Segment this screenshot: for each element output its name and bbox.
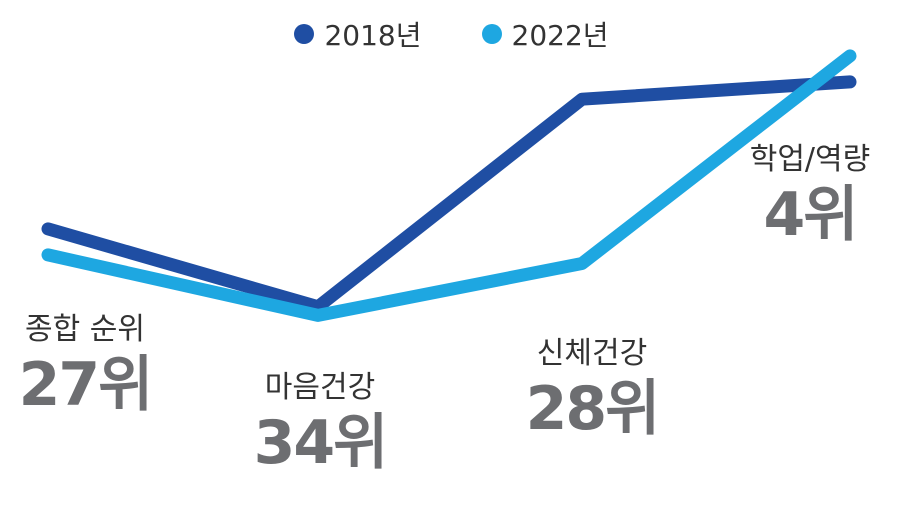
category-label-physical-health: 신체건강 bbox=[536, 336, 648, 371]
legend: 2018년 2022년 bbox=[0, 14, 903, 54]
legend-marker-2018 bbox=[294, 24, 315, 44]
legend-item-2022: 2022년 bbox=[481, 14, 609, 54]
rank-physical-health: 28위 bbox=[525, 374, 661, 444]
legend-item-2018: 2018년 bbox=[294, 14, 422, 54]
rank-mental-health: 34위 bbox=[253, 408, 389, 478]
legend-marker-2022 bbox=[481, 24, 502, 44]
category-overall: 종합 순위 27위 bbox=[10, 312, 160, 418]
legend-label-2018: 2018년 bbox=[324, 19, 422, 52]
category-academic: 학업/역량 4위 bbox=[730, 142, 890, 248]
category-mental-health: 마음건강 34위 bbox=[240, 370, 400, 476]
rank-overall: 27위 bbox=[18, 350, 154, 420]
series-line-2022 bbox=[41, 49, 857, 322]
category-label-mental-health: 마음건강 bbox=[264, 370, 376, 405]
series-line-2018 bbox=[41, 75, 857, 314]
rank-academic: 4위 bbox=[763, 180, 859, 250]
category-physical-health: 신체건강 28위 bbox=[512, 336, 672, 442]
legend-label-2022: 2022년 bbox=[511, 19, 609, 52]
category-label-overall: 종합 순위 bbox=[25, 312, 145, 347]
category-label-academic: 학업/역량 bbox=[749, 142, 871, 177]
